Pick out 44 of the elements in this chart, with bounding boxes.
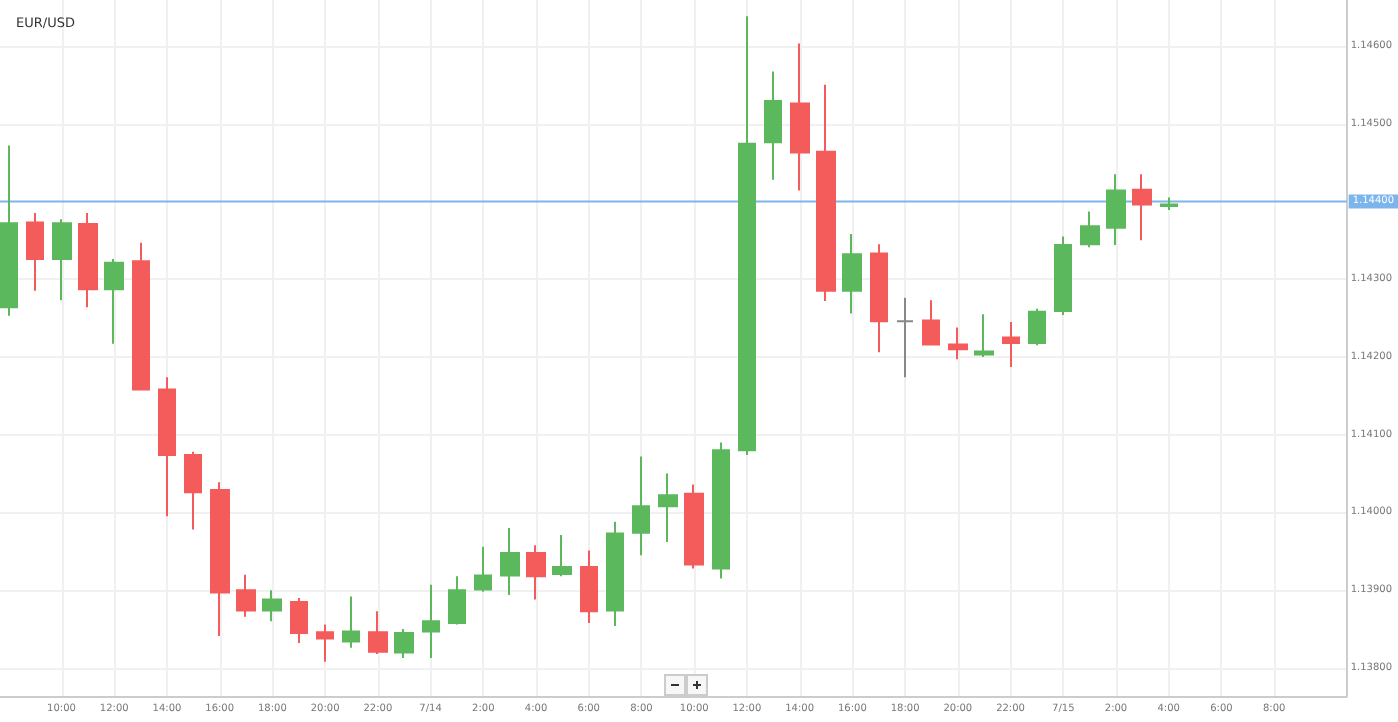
candlestick	[422, 583, 440, 659]
candlestick	[684, 483, 704, 570]
candlestick	[606, 520, 624, 628]
candlestick	[78, 212, 98, 309]
candlestick	[922, 299, 940, 347]
candlestick	[262, 589, 282, 623]
candlestick	[316, 623, 334, 663]
candlestick	[632, 455, 650, 557]
candlestick	[342, 595, 360, 649]
candlestick	[1054, 235, 1072, 316]
candlestick	[104, 257, 124, 345]
candlestick	[0, 144, 18, 317]
candlestick	[368, 610, 388, 656]
candlestick	[236, 573, 256, 618]
candlestick	[974, 313, 994, 358]
candlestick	[842, 233, 862, 315]
candlestick	[474, 545, 492, 593]
candlestick	[290, 597, 308, 645]
candlestick	[1028, 307, 1046, 347]
candlestick	[1132, 173, 1152, 242]
candlestick	[870, 243, 888, 354]
candlestick	[1106, 173, 1126, 246]
candlestick	[580, 549, 598, 624]
candlestick	[790, 42, 810, 192]
candlestick	[1080, 210, 1100, 249]
candlestick	[26, 212, 44, 292]
candlestick	[158, 376, 176, 518]
candlestick	[52, 218, 72, 302]
candlestick	[658, 472, 678, 544]
candlestick	[712, 441, 730, 580]
candlestick	[816, 83, 836, 302]
candlestick	[394, 628, 414, 659]
candlestick	[184, 450, 202, 531]
candlestick	[210, 481, 230, 638]
candlestick	[500, 527, 520, 596]
candlestick	[896, 296, 914, 379]
candlestick	[132, 241, 150, 391]
candlestick	[448, 575, 466, 626]
candlestick	[1160, 196, 1178, 211]
candlestick	[552, 534, 572, 578]
candlestick	[1002, 320, 1020, 369]
candlestick	[764, 70, 782, 181]
candlestick	[526, 544, 546, 601]
candlestick	[948, 326, 968, 361]
